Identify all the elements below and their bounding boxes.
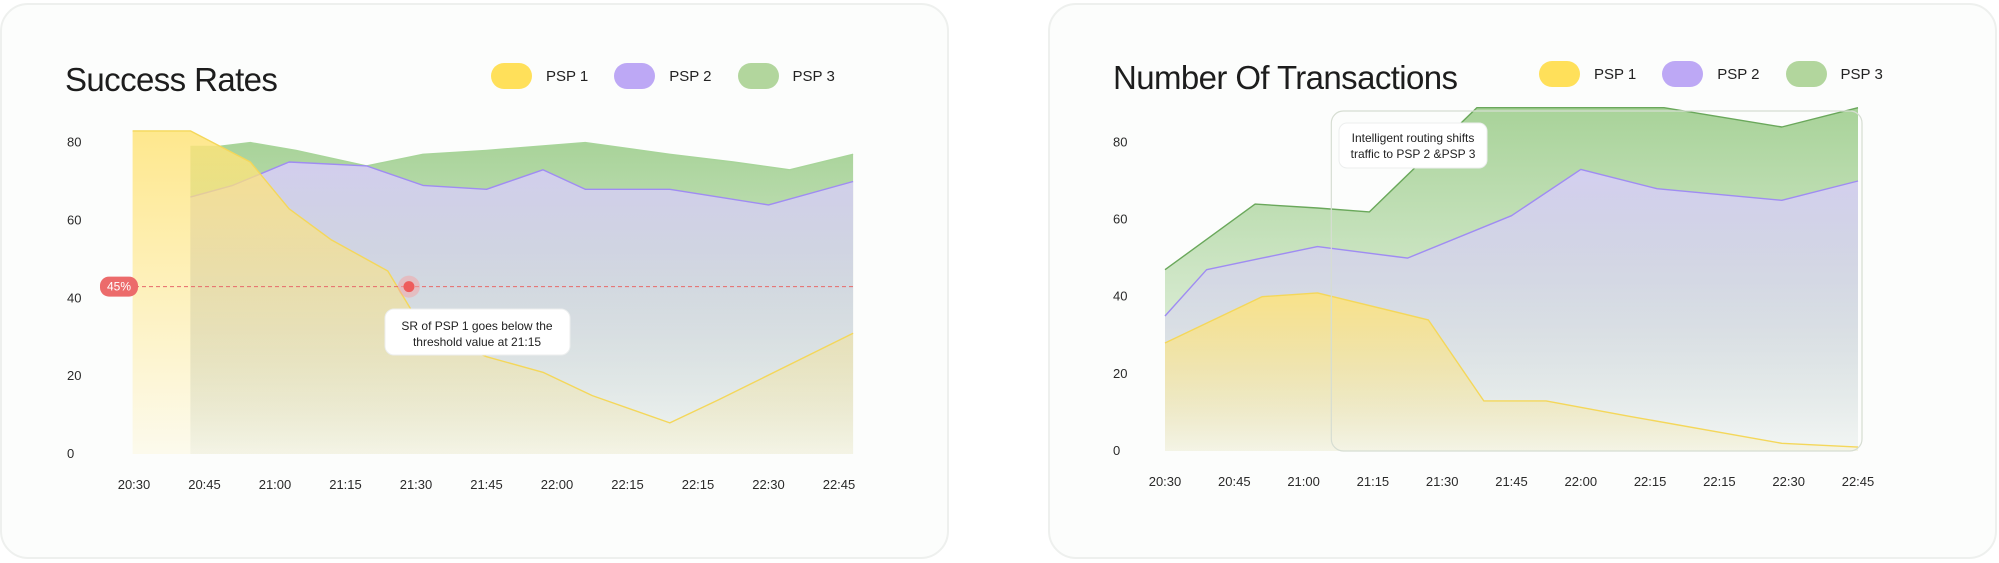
line-psp1 xyxy=(1164,292,1859,448)
chart-title: Success Rates xyxy=(65,61,278,98)
legend-label: PSP 3 xyxy=(1840,65,1883,83)
x-tick-label: 21:15 xyxy=(1357,474,1390,489)
x-tick-label: 22:00 xyxy=(1565,474,1598,489)
x-tick-label: 22:45 xyxy=(1842,474,1875,489)
x-tick-label: 22:45 xyxy=(823,477,856,492)
legend-label: PSP 2 xyxy=(1717,65,1760,83)
x-tick-label: 21:30 xyxy=(1426,474,1459,489)
legend-swatch-psp2 xyxy=(614,63,656,89)
line-psp3 xyxy=(1164,107,1859,271)
x-tick-label: 20:45 xyxy=(188,477,221,492)
legend-item-psp2[interactable]: PSP 2 xyxy=(1662,61,1760,87)
legend-item-psp2[interactable]: PSP 2 xyxy=(614,63,712,89)
y-tick-label: 0 xyxy=(67,446,74,461)
legend-label: PSP 1 xyxy=(1594,65,1637,83)
x-tick-label: 22:30 xyxy=(1772,474,1805,489)
y-tick-label: 80 xyxy=(1113,134,1127,149)
highlight-range-box xyxy=(1330,110,1863,452)
legend-swatch-psp3 xyxy=(737,63,779,89)
x-tick-label: 21:00 xyxy=(1287,474,1320,489)
x-tick-label: 22:15 xyxy=(1703,474,1736,489)
legend-item-psp1[interactable]: PSP 1 xyxy=(491,63,588,89)
legend-label: PSP 3 xyxy=(792,67,835,85)
legend-item-psp1[interactable]: PSP 1 xyxy=(1539,61,1636,87)
success-rates-card: 0 20 40 60 80 20:30 20:45 21:00 21:15 21:30 21:45 2… xyxy=(0,3,949,559)
y-tick-label: 40 xyxy=(1113,289,1127,304)
legend-label: PSP 1 xyxy=(546,67,589,85)
annotation-text: SR of PSP 1 goes below the xyxy=(401,319,553,333)
legend-swatch-psp1 xyxy=(491,63,532,89)
y-tick-label: 60 xyxy=(67,212,81,227)
area-psp1 xyxy=(1165,292,1858,451)
y-tick-label: 20 xyxy=(67,368,81,383)
annotation-box xyxy=(384,308,571,356)
legend: PSP 1 PSP 2 PSP 3 xyxy=(1539,61,1909,87)
x-tick-label: 21:00 xyxy=(259,477,292,492)
threshold-marker xyxy=(403,281,415,293)
y-tick-label: 20 xyxy=(1113,366,1127,381)
x-tick-label: 22:00 xyxy=(541,477,574,492)
x-tick-label: 21:45 xyxy=(1495,474,1528,489)
x-tick-label: 20:45 xyxy=(1218,474,1251,489)
legend-item-psp3[interactable]: PSP 3 xyxy=(737,63,835,89)
x-tick-label: 22:15 xyxy=(682,477,715,492)
line-psp2 xyxy=(1164,168,1859,317)
y-tick-label: 0 xyxy=(1113,443,1120,458)
annotation-text: traffic to PSP 2 &PSP 3 xyxy=(1351,147,1476,161)
chart-title: Number Of Transactions xyxy=(1113,59,1458,96)
x-tick-label: 22:15 xyxy=(1634,474,1667,489)
y-tick-label: 60 xyxy=(1113,212,1127,227)
x-tick-label: 21:30 xyxy=(400,477,433,492)
legend: PSP 1 PSP 2 PSP 3 xyxy=(491,63,861,89)
threshold-badge-label: 45% xyxy=(107,280,131,294)
x-tick-label: 20:30 xyxy=(1149,474,1182,489)
y-tick-label: 40 xyxy=(67,290,81,305)
x-tick-label: 22:15 xyxy=(611,477,644,492)
legend-label: PSP 2 xyxy=(669,67,712,85)
x-tick-label: 21:45 xyxy=(470,477,503,492)
line-psp2 xyxy=(190,161,854,206)
x-tick-label: 20:30 xyxy=(118,477,151,492)
line-psp3 xyxy=(190,141,854,171)
legend-item-psp3[interactable]: PSP 3 xyxy=(1785,61,1883,87)
annotation-text: threshold value at 21:15 xyxy=(413,335,541,349)
threshold-badge xyxy=(100,276,138,297)
y-tick-label: 80 xyxy=(67,135,81,150)
legend-swatch-psp2 xyxy=(1662,61,1704,87)
x-tick-label: 22:30 xyxy=(752,477,785,492)
annotation-box xyxy=(1338,122,1488,169)
legend-swatch-psp1 xyxy=(1539,61,1580,87)
transactions-card: 0 20 40 60 80 20:30 20:45 21:00 21:15 21:30 21:45 2… xyxy=(1048,3,1997,559)
area-psp1 xyxy=(132,130,854,454)
success-rates-chart: 0 20 40 60 80 20:30 20:45 21:00 21:15 21:30 21:45 2… xyxy=(67,130,856,492)
annotation-text: Intelligent routing shifts xyxy=(1352,131,1475,145)
x-tick-label: 21:15 xyxy=(329,477,362,492)
legend-swatch-psp3 xyxy=(1785,61,1827,87)
transactions-chart: 0 20 40 60 80 20:30 20:45 21:00 21:15 21:30 21:45 2… xyxy=(1113,107,1875,489)
